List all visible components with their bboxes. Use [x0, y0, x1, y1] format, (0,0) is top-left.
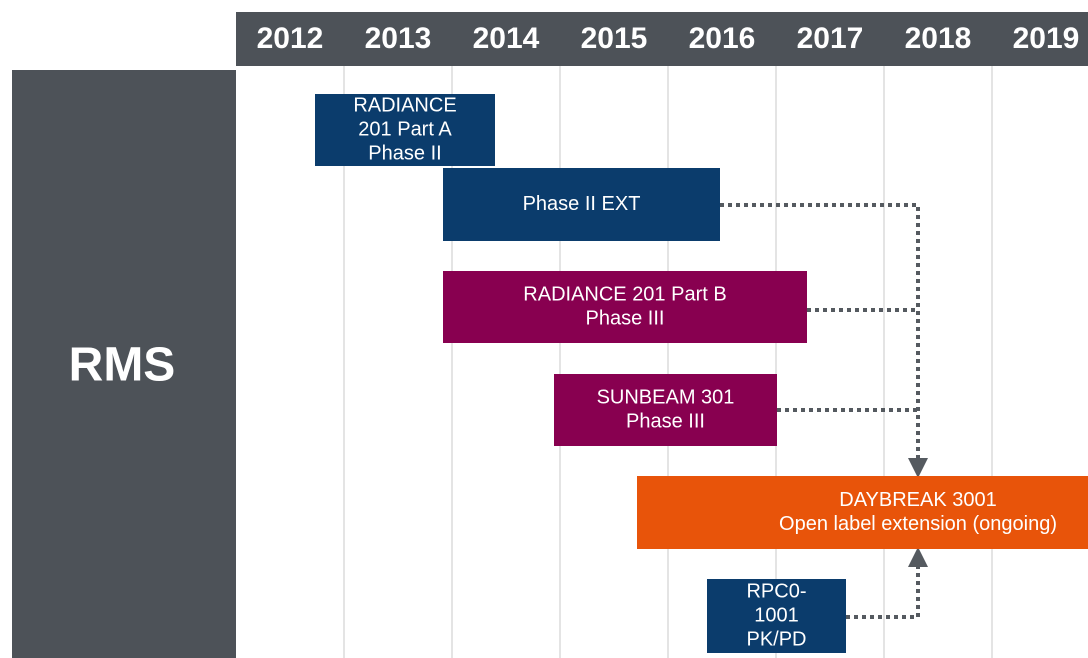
study-box	[637, 476, 1088, 549]
year-label: 2019	[1013, 22, 1080, 55]
study-label: Open label extension (ongoing)	[779, 513, 1057, 535]
connectors	[720, 203, 928, 619]
study-box	[315, 94, 495, 166]
year-label: 2016	[689, 22, 756, 55]
study-label: RPC0-	[746, 580, 806, 602]
study-box	[443, 271, 807, 343]
study-label: DAYBREAK 3001	[839, 489, 997, 511]
study-label: SUNBEAM 301	[597, 386, 735, 408]
study-box	[707, 579, 846, 653]
year-label: 2017	[797, 22, 864, 55]
year-label: 2012	[257, 22, 324, 55]
study-label: Phase III	[586, 307, 665, 329]
study-label: PK/PD	[746, 628, 806, 650]
study-box	[554, 374, 777, 446]
year-label: 2013	[365, 22, 432, 55]
study-label: 201 Part A	[358, 118, 452, 140]
study-label: Phase II EXT	[523, 193, 641, 215]
study-label: RADIANCE 201 Part B	[523, 283, 726, 305]
study-box	[443, 168, 720, 241]
study-label: 1001	[754, 604, 799, 626]
side-panel	[12, 70, 236, 658]
side-label: RMS	[69, 339, 176, 392]
year-label: 2015	[581, 22, 648, 55]
year-label: 2018	[905, 22, 972, 55]
study-label: Phase III	[626, 410, 705, 432]
study-label: Phase II	[368, 142, 441, 164]
year-label: 2014	[473, 22, 540, 55]
year-header	[236, 12, 1088, 66]
study-label: RADIANCE	[353, 94, 456, 116]
